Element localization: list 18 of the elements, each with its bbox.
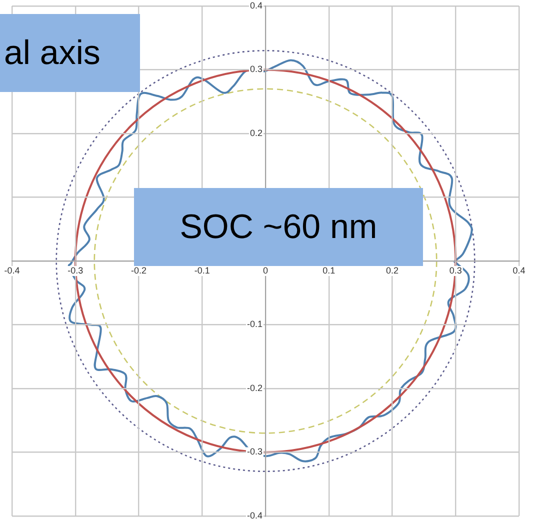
y-tick-label: 0.3 (250, 64, 262, 74)
x-tick-label: -0.2 (130, 265, 147, 276)
y-tick-label: -0.1 (246, 319, 262, 330)
y-tick-label: -0.2 (246, 382, 262, 393)
x-tick-label: -0.3 (68, 265, 84, 276)
x-tick-label: 0 (262, 265, 268, 276)
y-tick-label: -0.3 (246, 446, 262, 457)
annotation: al axis (0, 14, 140, 92)
y-tick-label: 0.4 (250, 0, 262, 10)
annotation: SOC ~60 nm (134, 188, 423, 266)
y-tick-label: 0.2 (250, 128, 262, 138)
y-tick-label: -0.4 (246, 510, 262, 520)
x-tick-label: 0.2 (386, 265, 399, 276)
x-tick-label: 0.3 (449, 265, 462, 276)
x-tick-label: 0.4 (512, 265, 526, 276)
x-tick-label: -0.1 (194, 265, 210, 276)
x-tick-label: -0.4 (4, 265, 20, 276)
x-tick-label: 0.1 (322, 265, 336, 276)
